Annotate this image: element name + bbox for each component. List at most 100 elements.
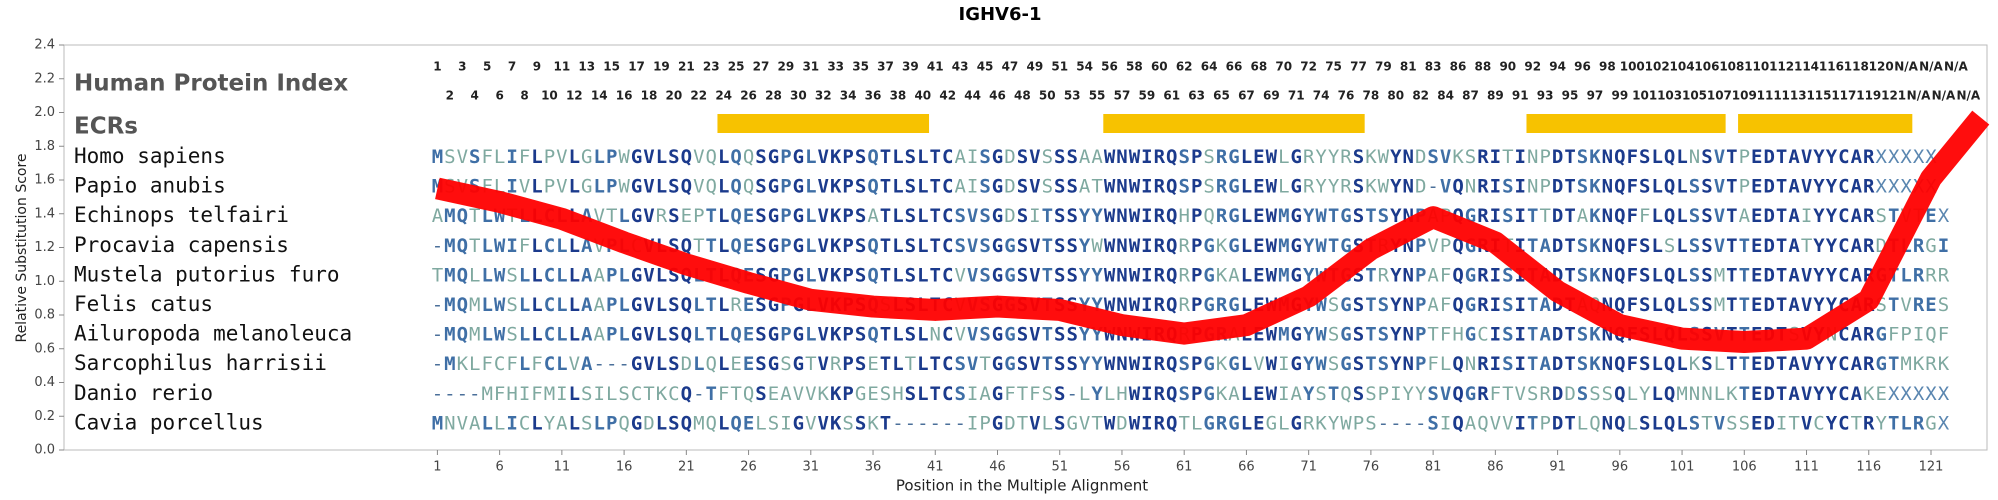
index-number: 36 — [865, 89, 882, 103]
sequence: MNVALLICLYALSLPQGDLSQMQLQELSIGVVKSSKT---… — [432, 412, 1950, 434]
index-number: 30 — [790, 89, 807, 103]
index-number: 19 — [653, 60, 670, 74]
y-tick-label: 1.0 — [34, 274, 55, 289]
x-tick-label: 96 — [1612, 460, 1629, 475]
index-number: 26 — [740, 89, 757, 103]
index-number: 47 — [1002, 60, 1019, 74]
index-number: 90 — [1499, 60, 1516, 74]
index-number: 86 — [1450, 60, 1467, 74]
ecr-bar — [1103, 114, 1365, 133]
index-number: 93 — [1537, 89, 1554, 103]
index-number: 13 — [578, 60, 595, 74]
index-number: 16 — [616, 89, 633, 103]
sequence: MSVSFLIVLPVLGLPWGVLSQVQLQQSGPGLVKPSQTLSL… — [432, 175, 1938, 197]
index-number: 31 — [802, 60, 819, 74]
index-number: 119 — [1856, 89, 1881, 103]
index-number: 72 — [1300, 60, 1317, 74]
index-number: 46 — [989, 89, 1006, 103]
index-number: 56 — [1101, 60, 1118, 74]
index-number: 120 — [1869, 60, 1894, 74]
index-number: N/A — [1956, 89, 1980, 103]
index-number: 29 — [778, 60, 795, 74]
x-tick-label: 6 — [495, 460, 503, 475]
index-number: 53 — [1064, 89, 1081, 103]
index-number: 34 — [840, 89, 857, 103]
index-number: 88 — [1475, 60, 1492, 74]
index-number: 1 — [433, 60, 441, 74]
x-tick-label: 21 — [678, 460, 695, 475]
x-tick-label: 56 — [1114, 460, 1131, 475]
index-number: 5 — [483, 60, 491, 74]
x-tick-label: 86 — [1487, 460, 1504, 475]
index-number: 40 — [914, 89, 931, 103]
x-tick-label: 51 — [1051, 460, 1068, 475]
index-number: 62 — [1176, 60, 1193, 74]
sequence: ----MFHIFMILSILSCTKCQ-TFTQSEAVVKKPGESHSL… — [432, 382, 1950, 404]
ecr-bar — [1738, 114, 1913, 133]
index-number: 22 — [690, 89, 707, 103]
x-tick-label: 26 — [740, 460, 757, 475]
sequence: AMQTLWTLLCLLAVTLGVRSEPTLQESGPGLVKPSATLSL… — [432, 205, 1950, 227]
score-line — [435, 110, 1990, 353]
x-tick-label: 1 — [433, 460, 441, 475]
index-number: 11 — [554, 60, 571, 74]
index-number: 102 — [1645, 60, 1670, 74]
x-tick-label: 101 — [1670, 460, 1695, 475]
y-tick-label: 0.2 — [34, 409, 55, 424]
index-number: 116 — [1819, 60, 1844, 74]
index-number: 76 — [1338, 89, 1355, 103]
index-number: 60 — [1151, 60, 1168, 74]
ecr-label: ECRs — [74, 114, 138, 140]
y-tick-label: 0.4 — [34, 375, 55, 390]
index-number: 50 — [1039, 89, 1056, 103]
index-number: 91 — [1512, 89, 1529, 103]
species-name: Papio anubis — [74, 174, 226, 198]
index-number: 81 — [1400, 60, 1417, 74]
index-number: N/A — [1932, 89, 1956, 103]
index-number: 25 — [728, 60, 745, 74]
x-tick-label: 11 — [554, 460, 571, 475]
index-number: 108 — [1719, 60, 1744, 74]
x-axis-label: Position in the Multiple Alignment — [896, 477, 1148, 495]
index-number: 4 — [471, 89, 479, 103]
index-number: 43 — [952, 60, 969, 74]
index-number: 96 — [1574, 60, 1591, 74]
x-tick-label: 91 — [1549, 460, 1566, 475]
species-name: Felis catus — [74, 292, 213, 316]
species-name: Cavia porcellus — [74, 410, 264, 434]
index-number: 103 — [1657, 89, 1682, 103]
index-number: 99 — [1611, 89, 1628, 103]
sequence: -MKLFCFLFCLVA---GVLSDLQLEESGSGTVRPSETLTL… — [432, 353, 1950, 375]
index-number: 107 — [1707, 89, 1732, 103]
y-tick-label: 1.8 — [34, 139, 55, 154]
index-number: 105 — [1682, 89, 1707, 103]
species-name: Ailuropoda melanoleuca — [74, 322, 352, 346]
x-tick-label: 71 — [1300, 460, 1317, 475]
chart-title: IGHV6-1 — [959, 4, 1042, 25]
index-number: 7 — [508, 60, 516, 74]
index-number: 39 — [902, 60, 919, 74]
index-number: 84 — [1437, 89, 1454, 103]
index-number: 35 — [852, 60, 869, 74]
index-number: 117 — [1831, 89, 1856, 103]
index-number: 6 — [495, 89, 503, 103]
index-number: N/A — [1907, 89, 1931, 103]
index-number: 18 — [641, 89, 658, 103]
index-number: 106 — [1694, 60, 1719, 74]
ecr-bar — [1526, 114, 1726, 133]
x-tick-label: 81 — [1425, 460, 1442, 475]
index-number: 32 — [815, 89, 832, 103]
species-name: Echinops telfairi — [74, 203, 289, 227]
index-number: 67 — [1238, 89, 1255, 103]
index-number: 28 — [765, 89, 782, 103]
index-number: N/A — [1894, 60, 1918, 74]
index-label: Human Protein Index — [74, 71, 348, 97]
index-number: 55 — [1089, 89, 1106, 103]
index-number: 112 — [1769, 60, 1794, 74]
index-number: 68 — [1251, 60, 1268, 74]
index-number: 109 — [1732, 89, 1757, 103]
ecr-bar — [717, 114, 930, 133]
y-tick-label: 0.6 — [34, 341, 55, 356]
index-number: 27 — [753, 60, 770, 74]
index-number: 97 — [1587, 89, 1604, 103]
